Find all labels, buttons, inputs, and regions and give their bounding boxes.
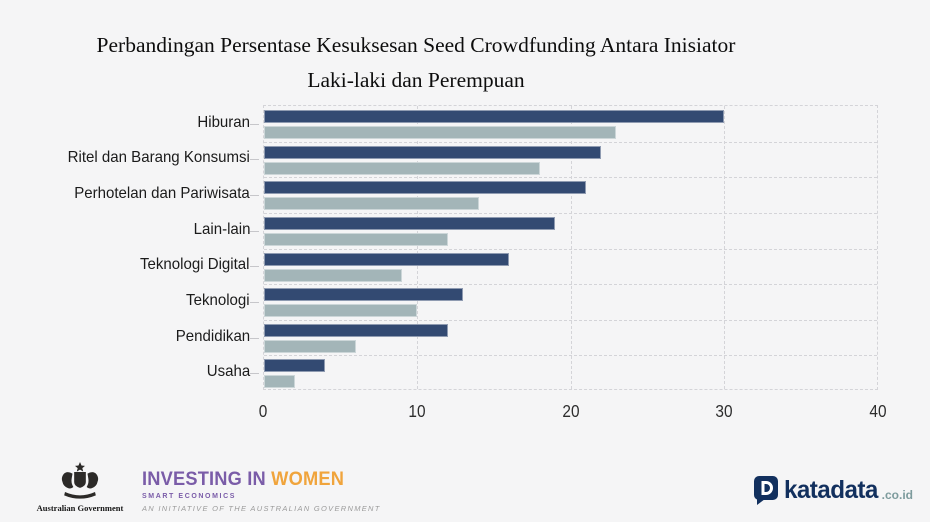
x-axis-label: 0 (258, 401, 268, 421)
australian-coat-of-arms-icon (61, 462, 99, 499)
gridline-horizontal (264, 212, 877, 214)
gridline-horizontal (264, 248, 877, 250)
initiative-label: AN INITIATIVE OF THE AUSTRALIAN GOVERNME… (142, 504, 381, 513)
bar-series-dark-blue (264, 216, 556, 230)
bar-series-dark-blue (264, 110, 724, 123)
y-axis-tick (250, 123, 259, 125)
bar-series-dark-blue (264, 252, 510, 266)
y-axis-tick (250, 159, 259, 161)
y-axis-tick (250, 266, 259, 268)
bar-series-light-gray (264, 339, 356, 353)
bar-series-dark-blue (264, 181, 586, 195)
women-label: WOMEN (271, 469, 345, 490)
katadata-wordmark: katadata (784, 475, 878, 504)
y-axis-label: Perhotelan dan Pariwisata (74, 185, 250, 203)
bar-series-light-gray (264, 268, 402, 282)
investing-in-label: INVESTING IN (142, 469, 272, 490)
katadata-d-icon (754, 476, 779, 505)
australian-government-label: Australian Government (36, 503, 124, 513)
bar-series-dark-blue (264, 145, 602, 159)
katadata-logo: katadata .co.id (753, 475, 913, 505)
gridline-horizontal (264, 355, 877, 357)
gridline-horizontal (264, 319, 877, 321)
katadata-tld: .co.id (881, 487, 913, 502)
gridline-horizontal (264, 284, 877, 286)
bar-series-dark-blue (264, 323, 448, 337)
bar-series-dark-blue (264, 359, 326, 373)
bar-series-light-gray (264, 375, 295, 389)
gridline-vertical (723, 106, 725, 389)
y-axis-label: Hiburan (197, 113, 250, 131)
y-axis-label: Lain-lain (193, 220, 250, 238)
y-axis-label: Teknologi Digital (140, 256, 250, 274)
chart-title-line2: Laki-laki dan Perempuan (307, 68, 525, 92)
chart-title: Perbandingan Persentase Kesuksesan Seed … (0, 28, 832, 98)
x-axis-label: 20 (561, 401, 580, 421)
y-axis-label: Teknologi (186, 291, 250, 309)
australian-government-block: Australian Government (24, 462, 136, 513)
x-axis-label: 30 (715, 401, 733, 421)
investing-in-women-logo: Australian Government INVESTING IN WOMEN… (24, 462, 381, 513)
bar-series-light-gray (264, 304, 418, 318)
y-axis-tick (250, 337, 259, 339)
bar-series-dark-blue (264, 288, 464, 302)
bar-series-light-gray (264, 197, 479, 211)
x-axis-label: 10 (408, 401, 426, 421)
y-axis-tick (250, 301, 259, 303)
investing-in-women-title: INVESTING IN WOMEN (142, 469, 371, 491)
bar-series-light-gray (264, 232, 448, 246)
plot-area (263, 105, 878, 390)
y-axis-tick (250, 195, 259, 197)
gridline-horizontal (264, 141, 877, 143)
gridline-horizontal (264, 177, 877, 179)
y-axis-label: Ritel dan Barang Konsumsi (67, 149, 250, 167)
smart-economics-label: SMART ECONOMICS (142, 493, 236, 500)
y-axis-tick (250, 230, 259, 232)
y-axis-label: Usaha (206, 363, 250, 381)
gridline-vertical (417, 106, 419, 389)
bar-series-light-gray (264, 126, 617, 139)
x-axis-label: 40 (869, 401, 887, 421)
investing-in-women-text: INVESTING IN WOMEN SMART ECONOMICS AN IN… (142, 462, 381, 513)
bar-series-light-gray (264, 161, 540, 175)
y-axis-label: Pendidikan (175, 327, 250, 345)
gridline-vertical (570, 106, 572, 389)
chart-title-line1: Perbandingan Persentase Kesuksesan Seed … (96, 33, 736, 57)
y-axis-tick (250, 373, 259, 375)
